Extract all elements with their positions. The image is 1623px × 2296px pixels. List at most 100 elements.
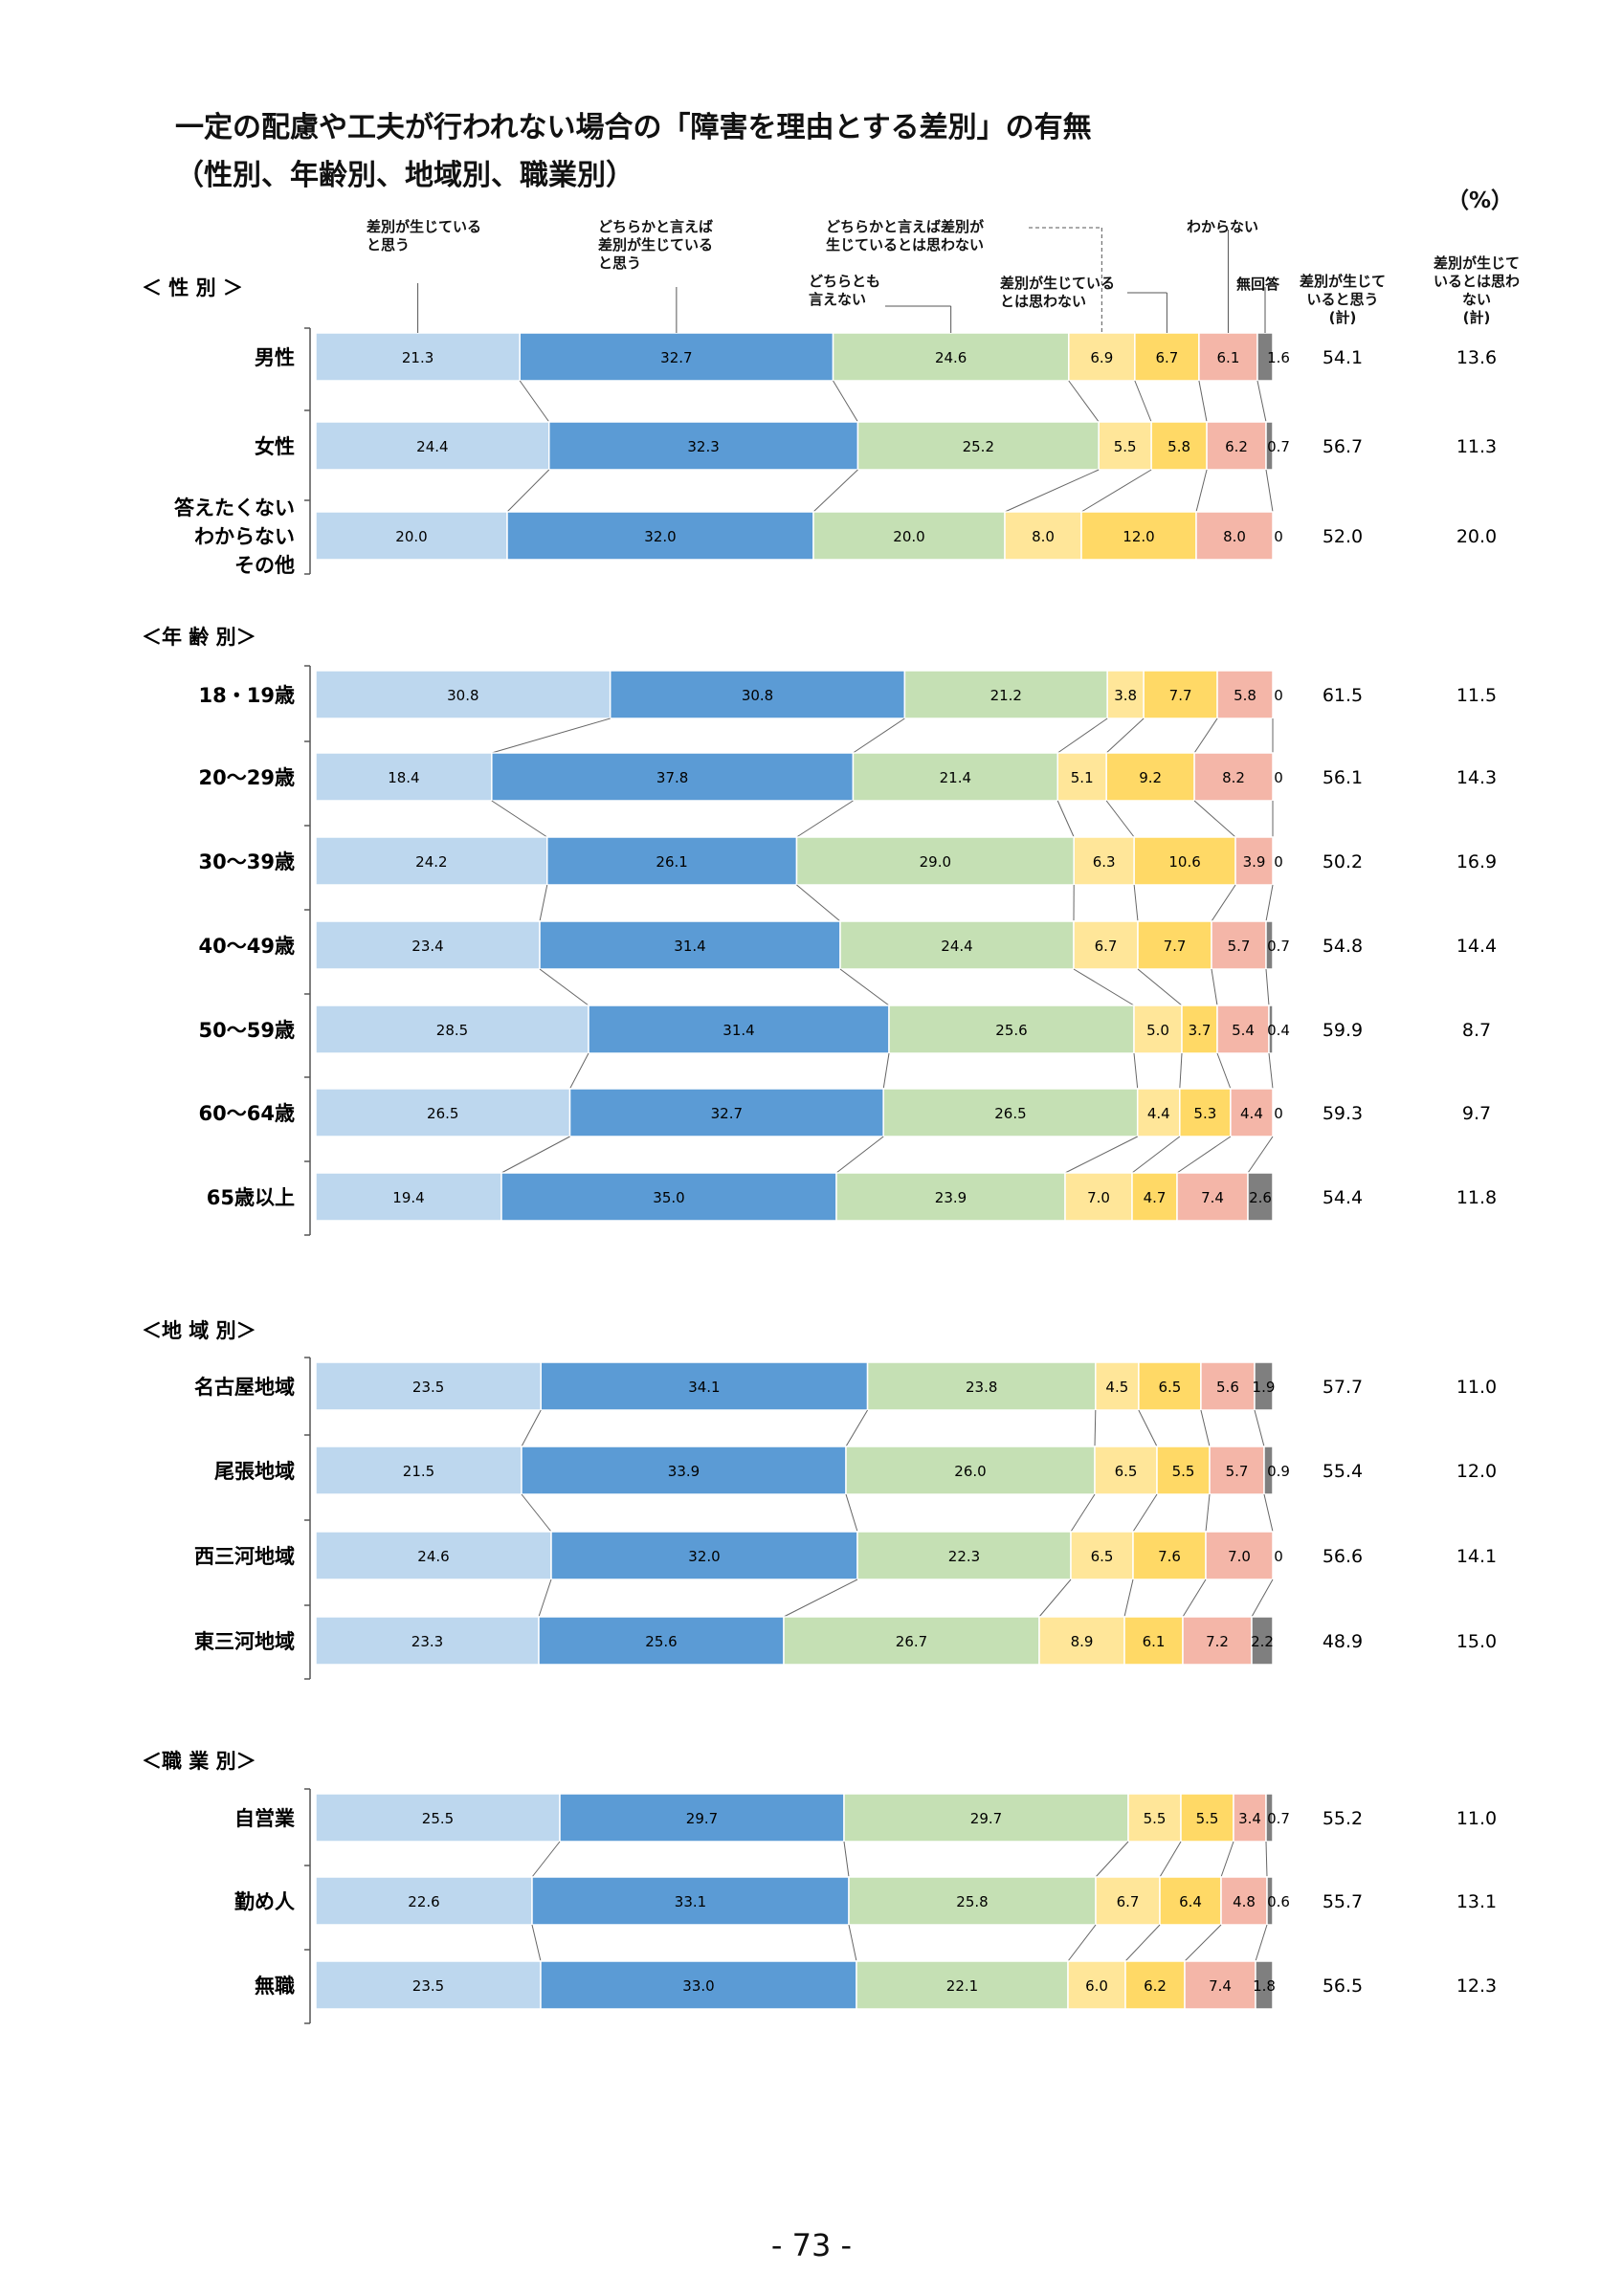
data-label: 5.5 (1114, 438, 1137, 455)
bar-segment (1143, 670, 1218, 719)
row-label: 答えたくない (174, 497, 295, 519)
bar-segment (1004, 511, 1082, 561)
data-label: 8.2 (1222, 769, 1245, 786)
connector-line (1193, 800, 1236, 838)
data-label: 3.4 (1238, 1810, 1261, 1827)
bar-segment (315, 920, 541, 970)
data-label: 26.5 (994, 1105, 1026, 1122)
bar-segment (519, 332, 834, 382)
bar-segment (559, 1793, 845, 1843)
data-label: 33.1 (675, 1893, 706, 1910)
connector-line (1193, 718, 1218, 754)
sum-yes-value: 55.2 (1323, 1808, 1363, 1829)
data-label: 19.4 (392, 1189, 424, 1206)
sum-yes-value: 54.1 (1323, 347, 1363, 368)
connector-line (491, 800, 548, 838)
connector-line (531, 1924, 542, 1962)
bar-segment (568, 1088, 884, 1137)
row-label: 西三河地域 (194, 1545, 295, 1568)
connector-line (531, 1841, 561, 1878)
bar-segment (856, 1960, 1069, 2010)
bar-segment (315, 836, 548, 886)
header-c5: 差別が生じている とは思わない (1000, 275, 1116, 310)
connector-line (1123, 1578, 1134, 1618)
connector-line (538, 1578, 552, 1618)
data-label: 0 (1274, 687, 1283, 704)
bar-segment (1209, 1446, 1265, 1495)
data-label: 21.2 (990, 687, 1022, 704)
row-label: 尾張地域 (214, 1460, 295, 1483)
sum-yes-value: 59.9 (1323, 1020, 1363, 1041)
connector-line (845, 1409, 869, 1447)
data-label: 20.0 (395, 528, 427, 545)
data-label: 8.0 (1032, 528, 1055, 545)
bar-segment (538, 1616, 785, 1666)
data-label: 5.4 (1232, 1022, 1255, 1039)
data-label: 21.5 (403, 1463, 434, 1480)
sum-yes-value: 55.4 (1323, 1461, 1363, 1482)
data-label: 5.5 (1196, 1810, 1219, 1827)
data-label: 37.8 (656, 769, 688, 786)
data-label: 26.0 (954, 1463, 986, 1480)
bar-segment (1068, 332, 1136, 382)
data-label: 7.4 (1209, 1977, 1232, 1995)
connector-line (1134, 380, 1152, 423)
sum-no-value: 9.7 (1462, 1103, 1491, 1124)
group-label: ＜年 齢 別＞ (142, 626, 256, 649)
data-label: 24.4 (941, 938, 972, 955)
sum-no-value: 15.0 (1456, 1631, 1497, 1652)
sum-yes-value: 48.9 (1323, 1631, 1363, 1652)
data-label: 6.2 (1144, 1977, 1167, 1995)
connector-line (491, 718, 611, 754)
connector-line (1255, 1924, 1268, 1962)
bar-segment (903, 670, 1108, 719)
connector-line (1056, 718, 1108, 754)
data-label: 4.8 (1233, 1893, 1256, 1910)
connector-line (1094, 1409, 1097, 1447)
connector-line (1159, 1841, 1182, 1878)
data-label: 35.0 (653, 1189, 684, 1206)
data-label: 32.7 (711, 1105, 743, 1122)
data-label: 6.0 (1085, 1977, 1108, 1995)
data-label: 6.5 (1091, 1548, 1114, 1565)
row-label: 女性 (255, 435, 295, 458)
connector-line (1179, 1052, 1183, 1090)
bar-segment (588, 1004, 890, 1054)
data-label: 2.2 (1251, 1633, 1274, 1650)
header-sum-yes: 差別が生じて いると思う (計) (1299, 273, 1386, 326)
data-label: 23.4 (411, 938, 443, 955)
data-label: 5.0 (1146, 1022, 1169, 1039)
sum-no-value: 13.1 (1456, 1891, 1497, 1912)
data-label: 26.7 (896, 1633, 927, 1650)
connector-line (1265, 1841, 1268, 1878)
data-label: 6.5 (1115, 1463, 1138, 1480)
bar-segment (1263, 1446, 1274, 1495)
data-label: 6.7 (1155, 349, 1178, 366)
bar-segment (1266, 1876, 1274, 1926)
bar-segment (1220, 1876, 1268, 1926)
data-label: 8.0 (1223, 528, 1246, 545)
sum-yes-value: 52.0 (1323, 526, 1363, 547)
data-label: 0 (1274, 528, 1283, 545)
connector-line (1195, 469, 1208, 513)
bar-segment (1159, 1876, 1222, 1926)
connector-line (1038, 1578, 1072, 1618)
connector-line (848, 1924, 857, 1962)
sum-no-value: 14.1 (1456, 1546, 1497, 1567)
bar-segment (315, 332, 521, 382)
data-label: 6.1 (1217, 349, 1240, 366)
connector-line (1095, 1841, 1129, 1878)
data-label: 32.0 (644, 528, 676, 545)
data-label: 0 (1274, 1105, 1283, 1122)
sum-yes-value: 56.7 (1323, 436, 1363, 457)
data-label: 5.8 (1234, 687, 1256, 704)
bar-segment (1127, 1793, 1182, 1843)
bar-segment (531, 1876, 850, 1926)
connector-line (521, 1409, 542, 1447)
data-label: 32.3 (687, 438, 719, 455)
group-label: ＜ 性 別 ＞ (142, 276, 243, 299)
header-c3: どちらとも 言えない (809, 273, 881, 308)
bar-segment (491, 752, 855, 802)
bar-segment (1216, 670, 1274, 719)
